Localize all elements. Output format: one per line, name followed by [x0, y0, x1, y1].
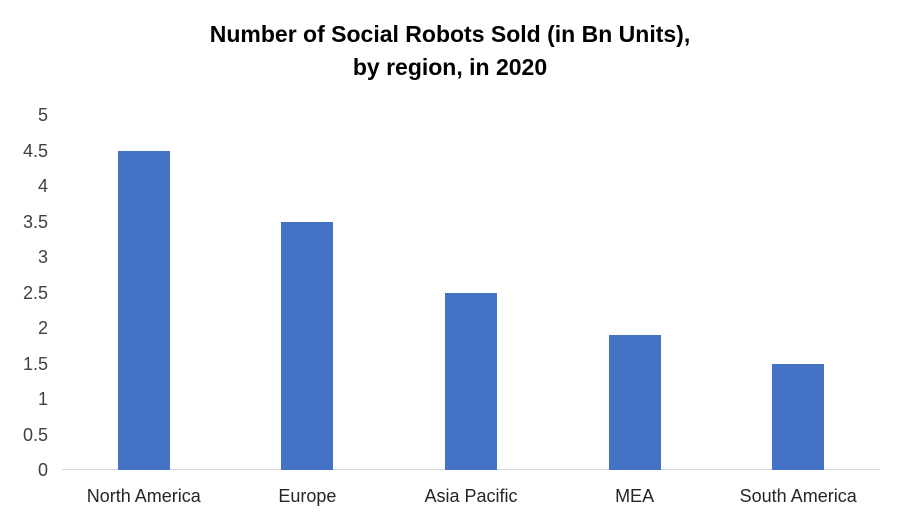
chart-title-line1: Number of Social Robots Sold (in Bn Unit…: [209, 21, 691, 47]
bar-north-america: [117, 150, 170, 470]
x-axis-category-labels: North America Europe Asia Pacific MEA South …: [62, 484, 880, 508]
y-tick-label: 2.5: [22, 282, 48, 303]
x-category-label: South America: [739, 486, 857, 506]
bar-slot-europe: [226, 115, 390, 470]
y-tick-label: 1.5: [22, 353, 48, 374]
bar-europe: [281, 221, 334, 470]
chart-title-line2: by region, in 2020: [352, 54, 548, 80]
y-axis-tick-labels: 0 0.5 1 1.5 2 2.5 3 3.5 4 4.5 5: [0, 106, 48, 479]
chart-title: Number of Social Robots Sold (in Bn Unit…: [0, 18, 900, 84]
bar-slot-north-america: [62, 115, 226, 470]
bar-mea: [608, 335, 661, 470]
x-category-label: North America: [86, 486, 201, 506]
y-tick-label: 3.5: [22, 211, 48, 232]
y-tick-label: 3: [37, 247, 48, 267]
bar-asia-pacific: [444, 292, 497, 470]
y-tick-label: 1: [37, 389, 48, 409]
y-tick-label: 4.5: [22, 140, 48, 161]
y-tick-label: 5: [37, 105, 48, 125]
bar-slot-mea: [553, 115, 717, 470]
x-category-label: Europe: [278, 486, 337, 506]
plot-area: [62, 115, 880, 470]
bar-slot-south-america: [716, 115, 880, 470]
bar-south-america: [772, 363, 825, 470]
y-tick-label: 2: [37, 318, 48, 338]
y-tick-label: 0: [37, 460, 48, 480]
x-category-label: Asia Pacific: [424, 486, 518, 506]
bar-slot-asia-pacific: [389, 115, 553, 470]
y-tick-label: 0.5: [22, 424, 48, 445]
x-category-label: MEA: [615, 486, 655, 506]
y-tick-label: 4: [37, 176, 48, 196]
